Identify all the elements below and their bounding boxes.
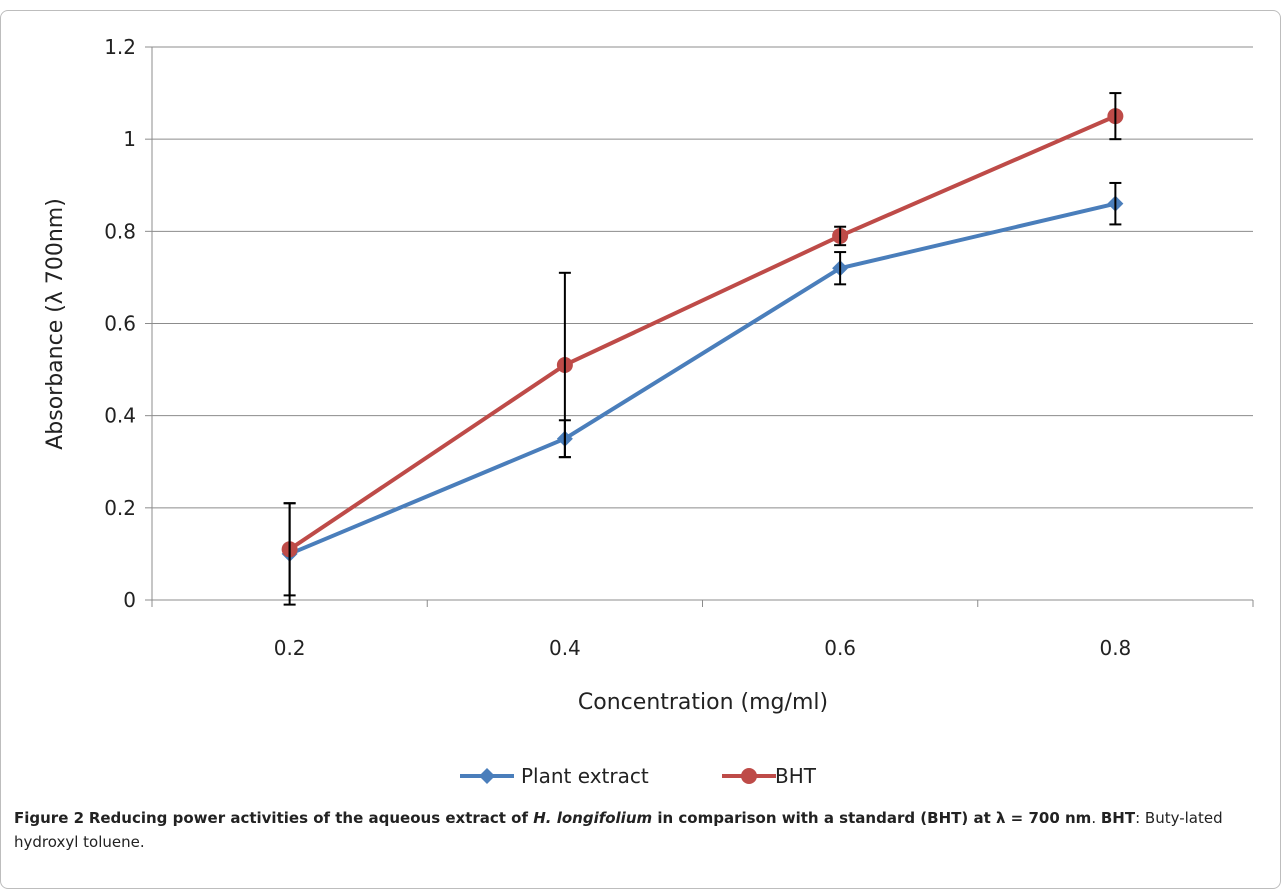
error-bars-0 <box>283 181 1122 606</box>
y-tick-labels: 0 0.2 0.4 0.6 0.8 1 1.2 <box>104 35 136 612</box>
x-tick-label: 0.4 <box>549 636 581 660</box>
legend-item-1: BHT <box>722 764 817 788</box>
y-tick-label: 0.2 <box>104 496 136 520</box>
y-tick-label: 0 <box>123 588 136 612</box>
legend-marker <box>479 768 495 784</box>
y-tick-label: 0.8 <box>104 219 136 243</box>
x-tick-labels: 0.2 0.4 0.6 0.8 <box>274 636 1132 660</box>
legend-item-0: Plant extract <box>460 764 649 788</box>
caption-abbr-def: : Buty-lated hydroxyl toluene. <box>14 809 1223 851</box>
caption-label: Figure 2 <box>14 809 85 827</box>
line-chart: 0 0.2 0.4 0.6 0.8 1 1.2 0.2 0.4 0.6 0.8 Absorbanc… <box>43 35 1254 788</box>
caption-bold-2: in comparison with a standard (BHT) at λ… <box>652 809 1092 827</box>
figure-frame <box>0 10 1281 889</box>
grid-lines <box>152 46 1253 509</box>
y-tick-label: 1.2 <box>104 35 136 59</box>
series-group <box>281 92 1124 606</box>
series-line <box>288 201 1116 556</box>
legend-label: Plant extract <box>521 764 649 788</box>
y-tick-label: 0.4 <box>104 404 136 428</box>
legend-marker <box>741 768 757 784</box>
caption-bold-1: Reducing power activities of the aqueous… <box>88 809 534 827</box>
x-tick-label: 0.6 <box>824 636 856 660</box>
x-axis-label: Concentration (mg/ml) <box>578 690 828 715</box>
x-tick-label: 0.8 <box>1099 636 1131 660</box>
series-1 <box>281 108 1124 558</box>
x-tick-label: 0.2 <box>274 636 306 660</box>
caption-sep: . <box>1091 809 1101 827</box>
legend-label: BHT <box>775 764 817 788</box>
caption-species: H. longifolium <box>533 809 653 827</box>
series-0 <box>281 195 1124 562</box>
axes <box>145 46 1254 607</box>
y-tick-label: 1 <box>123 127 136 151</box>
error-bars-1 <box>283 92 1122 597</box>
y-tick-label: 0.6 <box>104 312 136 336</box>
caption-abbr: BHT <box>1100 809 1136 827</box>
series-line <box>288 114 1117 551</box>
figure-caption: Figure 2 Reducing power activities of th… <box>14 806 1264 854</box>
legend: Plant extract BHT <box>460 764 817 788</box>
y-axis-label: Absorbance (λ 700nm) <box>43 198 68 450</box>
